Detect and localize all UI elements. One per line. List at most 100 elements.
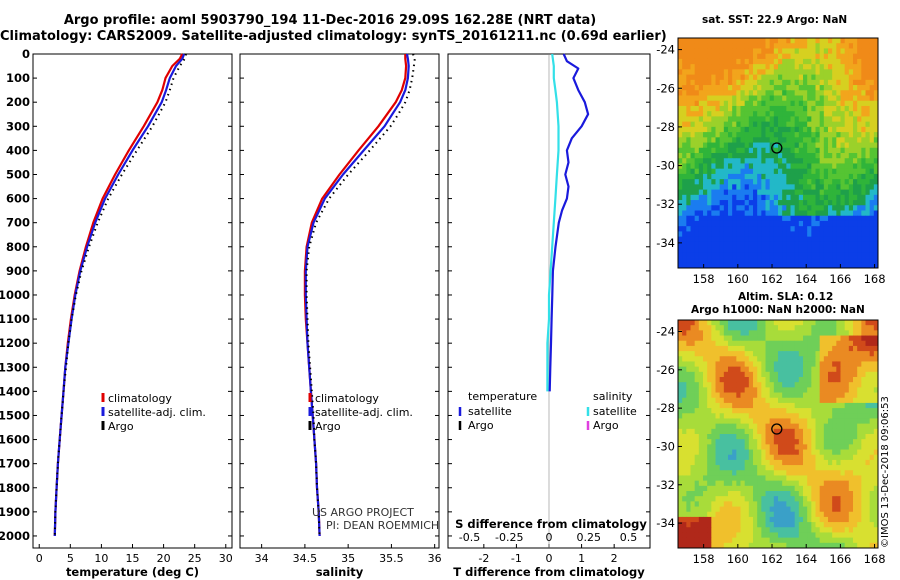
map-cell (744, 439, 750, 445)
map-cell (790, 168, 796, 175)
map-cell (769, 506, 775, 513)
map-cell (773, 226, 779, 232)
map-cell (744, 126, 750, 133)
map-cell (819, 205, 825, 211)
map-cell (732, 153, 737, 159)
map-cell (694, 142, 700, 149)
map-cell (844, 428, 850, 435)
map-cell (723, 475, 729, 482)
map-cell (865, 53, 871, 60)
map-cell (698, 387, 704, 393)
map-cell (703, 335, 708, 342)
map-cell (869, 413, 875, 419)
map-cell (736, 247, 741, 253)
map-cell (861, 105, 866, 112)
argo-location-marker (771, 142, 783, 154)
map-cell (723, 132, 729, 138)
map-cell (836, 215, 841, 222)
map-cell (744, 454, 750, 461)
map-cell (765, 215, 771, 222)
map-cell (811, 496, 816, 502)
map-cell (678, 465, 683, 471)
map-cell (773, 116, 779, 123)
map-cell (790, 501, 796, 507)
map-cell (811, 158, 816, 164)
map-cell (711, 537, 716, 544)
argo-location-marker (771, 423, 783, 435)
map-cell (732, 366, 737, 373)
map-cell (861, 158, 866, 164)
map-cell (690, 491, 696, 497)
map-cell (819, 95, 825, 102)
map-cell (848, 69, 854, 75)
map-cell (757, 184, 762, 190)
map-cell (794, 126, 800, 133)
map-cell (815, 397, 821, 404)
map-cell (773, 496, 779, 502)
map-cell (678, 194, 683, 201)
map-cell (832, 231, 837, 238)
map-cell (757, 147, 762, 154)
map-cell (723, 511, 729, 518)
map-cell (682, 480, 687, 487)
map-cell (744, 100, 750, 107)
map-cell (769, 470, 775, 476)
map-cell (732, 397, 737, 404)
map-cell (869, 205, 875, 211)
map-cell (828, 340, 833, 347)
map-cell (819, 449, 825, 456)
map-cell (682, 194, 687, 201)
map-cell (703, 454, 708, 461)
map-cell (703, 465, 708, 471)
map-cell (690, 527, 696, 533)
lon-tick-label: 158 (693, 552, 715, 566)
map-cell (753, 444, 758, 450)
map-cell (719, 345, 725, 352)
map-cell (698, 132, 704, 138)
map-cell (873, 111, 879, 117)
map-cell (807, 121, 812, 128)
map-cell (769, 491, 775, 497)
map-cell (848, 226, 854, 232)
map-cell (753, 485, 758, 492)
map-cell (707, 121, 712, 128)
map-cell (853, 137, 858, 143)
map-cell (723, 496, 729, 502)
map-cell (707, 252, 712, 258)
map-cell (819, 153, 825, 159)
map-cell (803, 163, 808, 170)
map-cell (773, 423, 779, 430)
map-cell (865, 516, 871, 523)
map-cell (769, 105, 775, 112)
map-cell (728, 361, 733, 368)
x-axis-label: temperature (deg C) (66, 565, 199, 579)
map-cell (844, 158, 850, 164)
map-cell (811, 179, 816, 185)
x-tick-label: 20 (157, 552, 171, 565)
map-cell (836, 126, 841, 133)
map-cell (869, 111, 875, 117)
map-cell (815, 485, 821, 492)
map-cell (786, 132, 791, 138)
map-cell (798, 220, 804, 227)
map-cell (840, 454, 846, 461)
map-cell (744, 413, 750, 419)
map-cell (836, 200, 841, 206)
map-cell (698, 173, 704, 180)
map-cell (853, 366, 858, 373)
map-cell (707, 434, 712, 440)
map-cell (694, 366, 700, 373)
map-cell (736, 168, 741, 175)
map-cell (861, 90, 866, 96)
map-cell (753, 105, 758, 112)
map-cell (686, 320, 691, 326)
map-cell (869, 465, 875, 471)
map-cell (873, 325, 879, 331)
map-cell (694, 527, 700, 533)
map-cell (786, 53, 791, 60)
map-cell (844, 387, 850, 393)
map-cell (828, 142, 833, 149)
map-cell (765, 532, 771, 539)
map-cell (690, 220, 696, 227)
map-cell (757, 361, 762, 368)
